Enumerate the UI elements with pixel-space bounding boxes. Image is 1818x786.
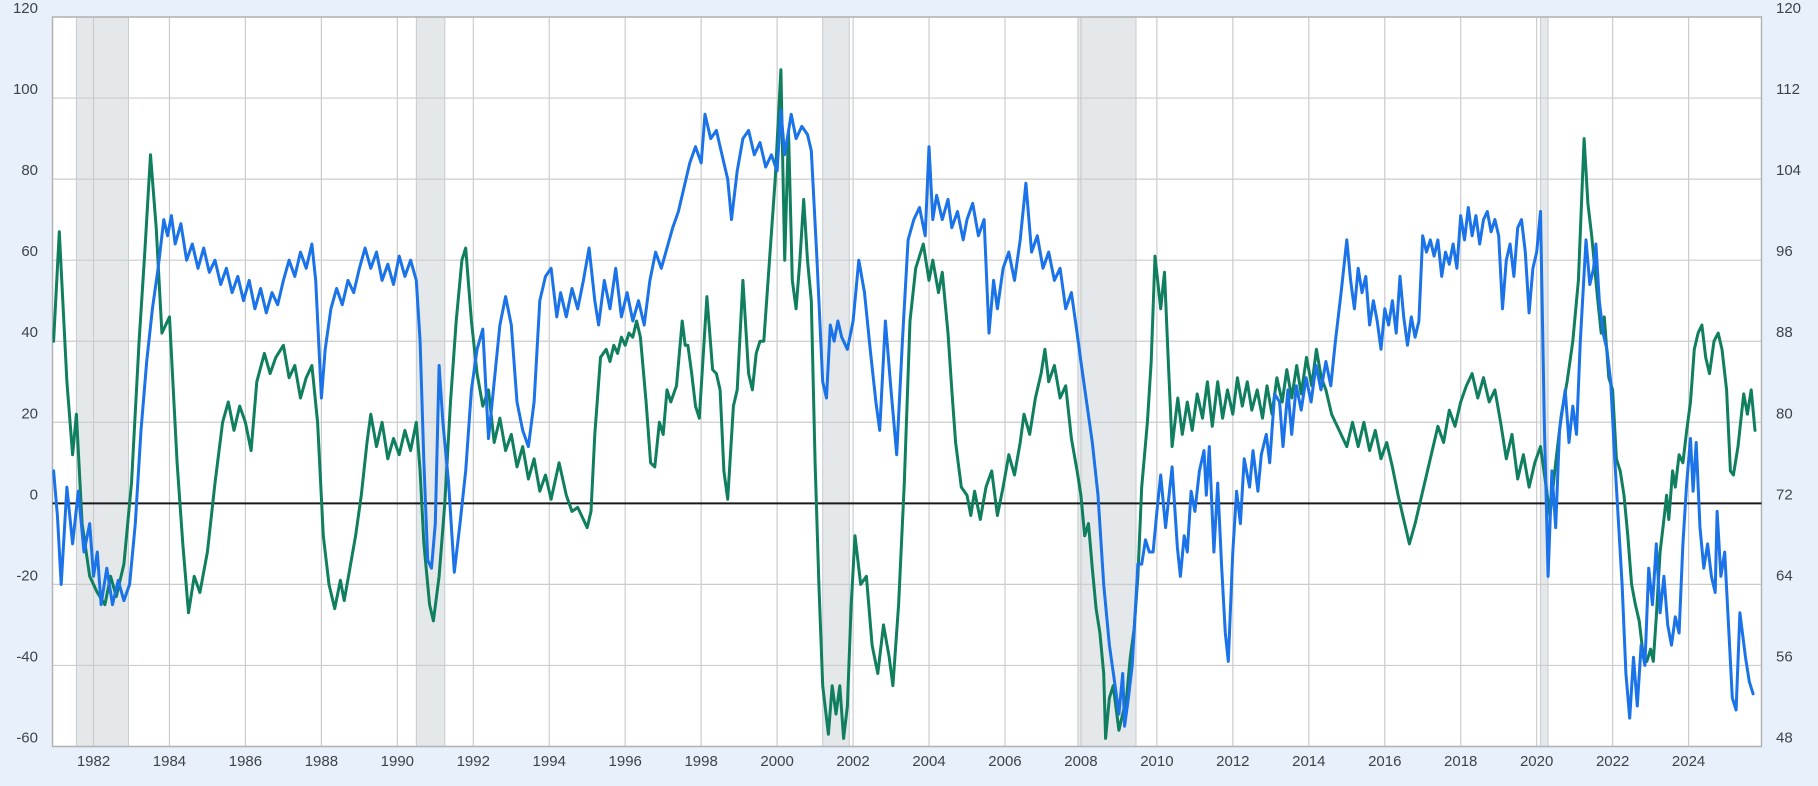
y-axis-left-tick-label: 100 bbox=[13, 81, 38, 98]
y-axis-left-tick-label: 60 bbox=[21, 243, 38, 260]
y-axis-right-tick-label: 72 bbox=[1776, 486, 1793, 503]
y-axis-right-tick-label: 112 bbox=[1776, 81, 1800, 98]
x-axis-tick-label: 1990 bbox=[381, 753, 414, 770]
x-axis-tick-label: 1982 bbox=[77, 753, 110, 770]
x-axis-tick-label: 2020 bbox=[1520, 753, 1553, 770]
recession-band bbox=[1077, 16, 1137, 747]
y-axis-left-tick-label: 80 bbox=[21, 162, 38, 179]
y-axis-right-tick-label: 120 bbox=[1776, 0, 1801, 17]
y-axis-left-tick-label: 20 bbox=[21, 405, 38, 422]
x-axis-tick-label: 2010 bbox=[1140, 753, 1173, 770]
y-axis-left-tick-label: -40 bbox=[16, 648, 38, 665]
y-axis-right-tick-label: 64 bbox=[1776, 567, 1793, 584]
y-axis-right-tick-label: 56 bbox=[1776, 648, 1793, 665]
x-axis-tick-label: 2022 bbox=[1596, 753, 1629, 770]
y-axis-right-tick-label: 80 bbox=[1776, 405, 1793, 422]
y-axis-right-tick-label: 104 bbox=[1776, 162, 1801, 179]
x-axis-tick-label: 1994 bbox=[533, 753, 566, 770]
green-series-line[interactable] bbox=[52, 68, 1757, 740]
x-axis-tick-label: 2002 bbox=[836, 753, 869, 770]
x-axis-tick-label: 1988 bbox=[305, 753, 338, 770]
x-axis-tick-label: 2012 bbox=[1216, 753, 1249, 770]
y-axis-right-tick-label: 96 bbox=[1776, 243, 1793, 260]
x-axis-tick-label: 2004 bbox=[912, 753, 945, 770]
y-axis-right-tick-label: 48 bbox=[1776, 730, 1793, 747]
y-axis-left-tick-label: -20 bbox=[16, 567, 38, 584]
y-axis-left-tick-label: -60 bbox=[16, 730, 38, 747]
x-axis-tick-label: 2016 bbox=[1368, 753, 1401, 770]
x-axis-tick-label: 2000 bbox=[760, 753, 793, 770]
x-axis-tick-label: 2008 bbox=[1064, 753, 1097, 770]
x-axis-tick-label: 2006 bbox=[988, 753, 1021, 770]
y-axis-left-tick-label: 40 bbox=[21, 324, 38, 341]
y-axis-left-tick-label: 120 bbox=[13, 0, 38, 17]
x-axis-tick-label: 1984 bbox=[153, 753, 186, 770]
x-axis-tick-label: 2018 bbox=[1444, 753, 1477, 770]
x-axis-tick-label: 2024 bbox=[1672, 753, 1705, 770]
x-axis-tick-label: 1992 bbox=[457, 753, 490, 770]
x-axis-tick-label: 1996 bbox=[609, 753, 642, 770]
y-axis-right-tick-label: 88 bbox=[1776, 324, 1793, 341]
x-axis-tick-label: 2014 bbox=[1292, 753, 1325, 770]
x-axis-tick-label: 1998 bbox=[684, 753, 717, 770]
recession-band bbox=[75, 16, 129, 747]
blue-series-line[interactable] bbox=[52, 108, 1755, 728]
plot-border bbox=[51, 16, 1763, 748]
y-axis-left-tick-label: 0 bbox=[30, 486, 38, 503]
x-axis-tick-label: 1986 bbox=[229, 753, 262, 770]
